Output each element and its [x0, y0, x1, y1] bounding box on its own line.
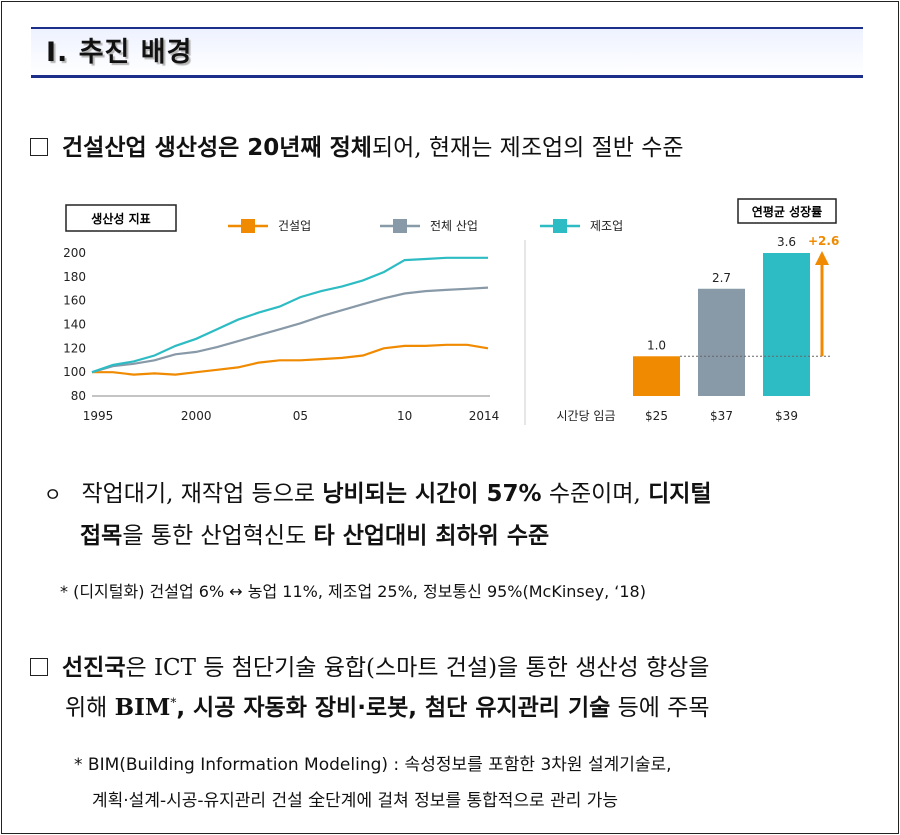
y-tick-label: 180: [63, 270, 86, 284]
x-tick-label: 2014: [469, 409, 500, 423]
x-axis: 1995 2000 05 10 2014: [83, 409, 500, 423]
x-tick-label: 1995: [83, 409, 114, 423]
x-tick-label: 10: [397, 409, 412, 423]
line-series: [91, 256, 489, 376]
bar-2: [763, 253, 810, 396]
y-tick-label: 80: [71, 389, 86, 403]
bar-value-label: 1.0: [647, 338, 666, 352]
checkbox-square-icon: [30, 658, 48, 676]
y-tick-label: 200: [63, 246, 86, 260]
bullet-2-text-1: 은 ICT 등 첨단기술 융합(스마트 건설)을 통한 생산성 향상을: [125, 655, 710, 681]
checkbox-square-icon: [30, 138, 48, 156]
legend-label: 전체 산업: [430, 219, 478, 233]
bar-chart-title: 연평균 성장률: [752, 204, 822, 219]
section-title-bar: [31, 27, 863, 78]
legend-item-0: 건설업: [228, 219, 311, 233]
sub-text-1: 작업대기, 재작업 등으로: [81, 481, 323, 507]
sub-bullet-1-line1: ㅇ 작업대기, 재작업 등으로 낭비되는 시간이 57% 수준이며, 디지털: [44, 474, 712, 508]
bar-0: [633, 356, 680, 396]
y-tick-label: 100: [63, 365, 86, 379]
bullet-2-bold-3: , 시공 자동화 장비·로봇, 첨단 유지관리 기술: [176, 695, 611, 721]
bar-1: [698, 288, 745, 396]
section-title: Ⅰ. 추진 배경: [46, 37, 193, 68]
growth-annotation: +2.6: [808, 234, 839, 248]
line-chart-title: 생산성 지표: [91, 211, 150, 226]
bullet-2-line2: 위해 BIM*, 시공 자동화 장비·로봇, 첨단 유지관리 기술 등에 주목: [65, 688, 710, 722]
series-line-1: [91, 286, 489, 374]
bullet-2-bold-1: 선진국: [62, 655, 126, 681]
bullet-2-text-3: 등에 주목: [610, 695, 710, 721]
legend-label: 건설업: [278, 219, 311, 233]
sub-bold-2: 디지털: [648, 481, 712, 507]
sub-bold-1: 낭비되는 시간이 57%: [322, 481, 542, 507]
bar-category-label: $25: [645, 409, 668, 423]
sub-bold-3: 접목: [80, 523, 123, 549]
footnote-2-line1: * BIM(Building Information Modeling) : 속…: [74, 755, 672, 775]
x-tick-label: 2000: [181, 409, 212, 423]
bar-value-label: 2.7: [712, 271, 731, 285]
growth-arrow-icon: [815, 251, 829, 265]
bar-value-label: 3.6: [777, 235, 796, 249]
y-tick-label: 140: [63, 318, 86, 332]
y-axis: 200 180 160 140 120 100 80: [63, 246, 86, 403]
legend-marker: [241, 219, 255, 233]
footnote-2-line2: 계획·설계-시공-유지관리 건설 全단계에 걸쳐 정보를 통합적으로 관리 가능: [92, 791, 619, 811]
bar-category-label: $39: [775, 409, 798, 423]
bar-series: 1.0 $25 2.7 $37 3.6 $39 +2.6: [633, 234, 839, 423]
x-tick-label: 05: [293, 409, 308, 423]
bar-chart-title-box: [737, 198, 837, 224]
legend-item-1: 전체 산업: [380, 219, 478, 233]
bullet-1-bold: 건설산업 생산성은 20년째 정체: [62, 135, 372, 161]
line-chart-title-box: [65, 204, 177, 232]
bullet-2-text-2: 위해: [65, 695, 115, 721]
legend-item-2: 제조업: [540, 219, 623, 233]
legend-label: 제조업: [590, 219, 623, 233]
circle-bullet-icon: ㅇ: [44, 484, 62, 506]
legend-marker: [553, 219, 567, 233]
series-line-2: [91, 256, 488, 374]
series-line-0: [92, 343, 489, 376]
bullet-2-line1: 선진국은 ICT 등 첨단기술 융합(스마트 건설)을 통한 생산성 향상을: [30, 648, 709, 682]
legend-marker: [393, 219, 407, 233]
footnote-1: * (디지털화) 건설업 6% ↔ 농업 11%, 제조업 25%, 정보통신 …: [60, 582, 646, 601]
bar-category-label: $37: [710, 409, 733, 423]
bullet-1: 건설산업 생산성은 20년째 정체되어, 현재는 제조업의 절반 수준: [30, 128, 684, 162]
bar-x-label: 시간당 임금: [556, 409, 615, 423]
bullet-2-bold-bim: BIM: [114, 694, 171, 721]
sub-text-2: 수준이며,: [541, 481, 649, 507]
bim-footnote-mark: *: [170, 695, 177, 710]
legend: 건설업 전체 산업 제조업: [228, 219, 623, 233]
y-tick-label: 160: [63, 294, 86, 308]
sub-bullet-1-line2: 접목을 통한 산업혁신도 타 산업대비 최하위 수준: [80, 516, 549, 550]
bullet-1-text: 되어, 현재는 제조업의 절반 수준: [371, 135, 684, 161]
sub-text-3: 을 통한 산업혁신도: [122, 523, 314, 549]
y-tick-label: 120: [63, 341, 86, 355]
sub-bold-4: 타 산업대비 최하위 수준: [313, 523, 550, 549]
